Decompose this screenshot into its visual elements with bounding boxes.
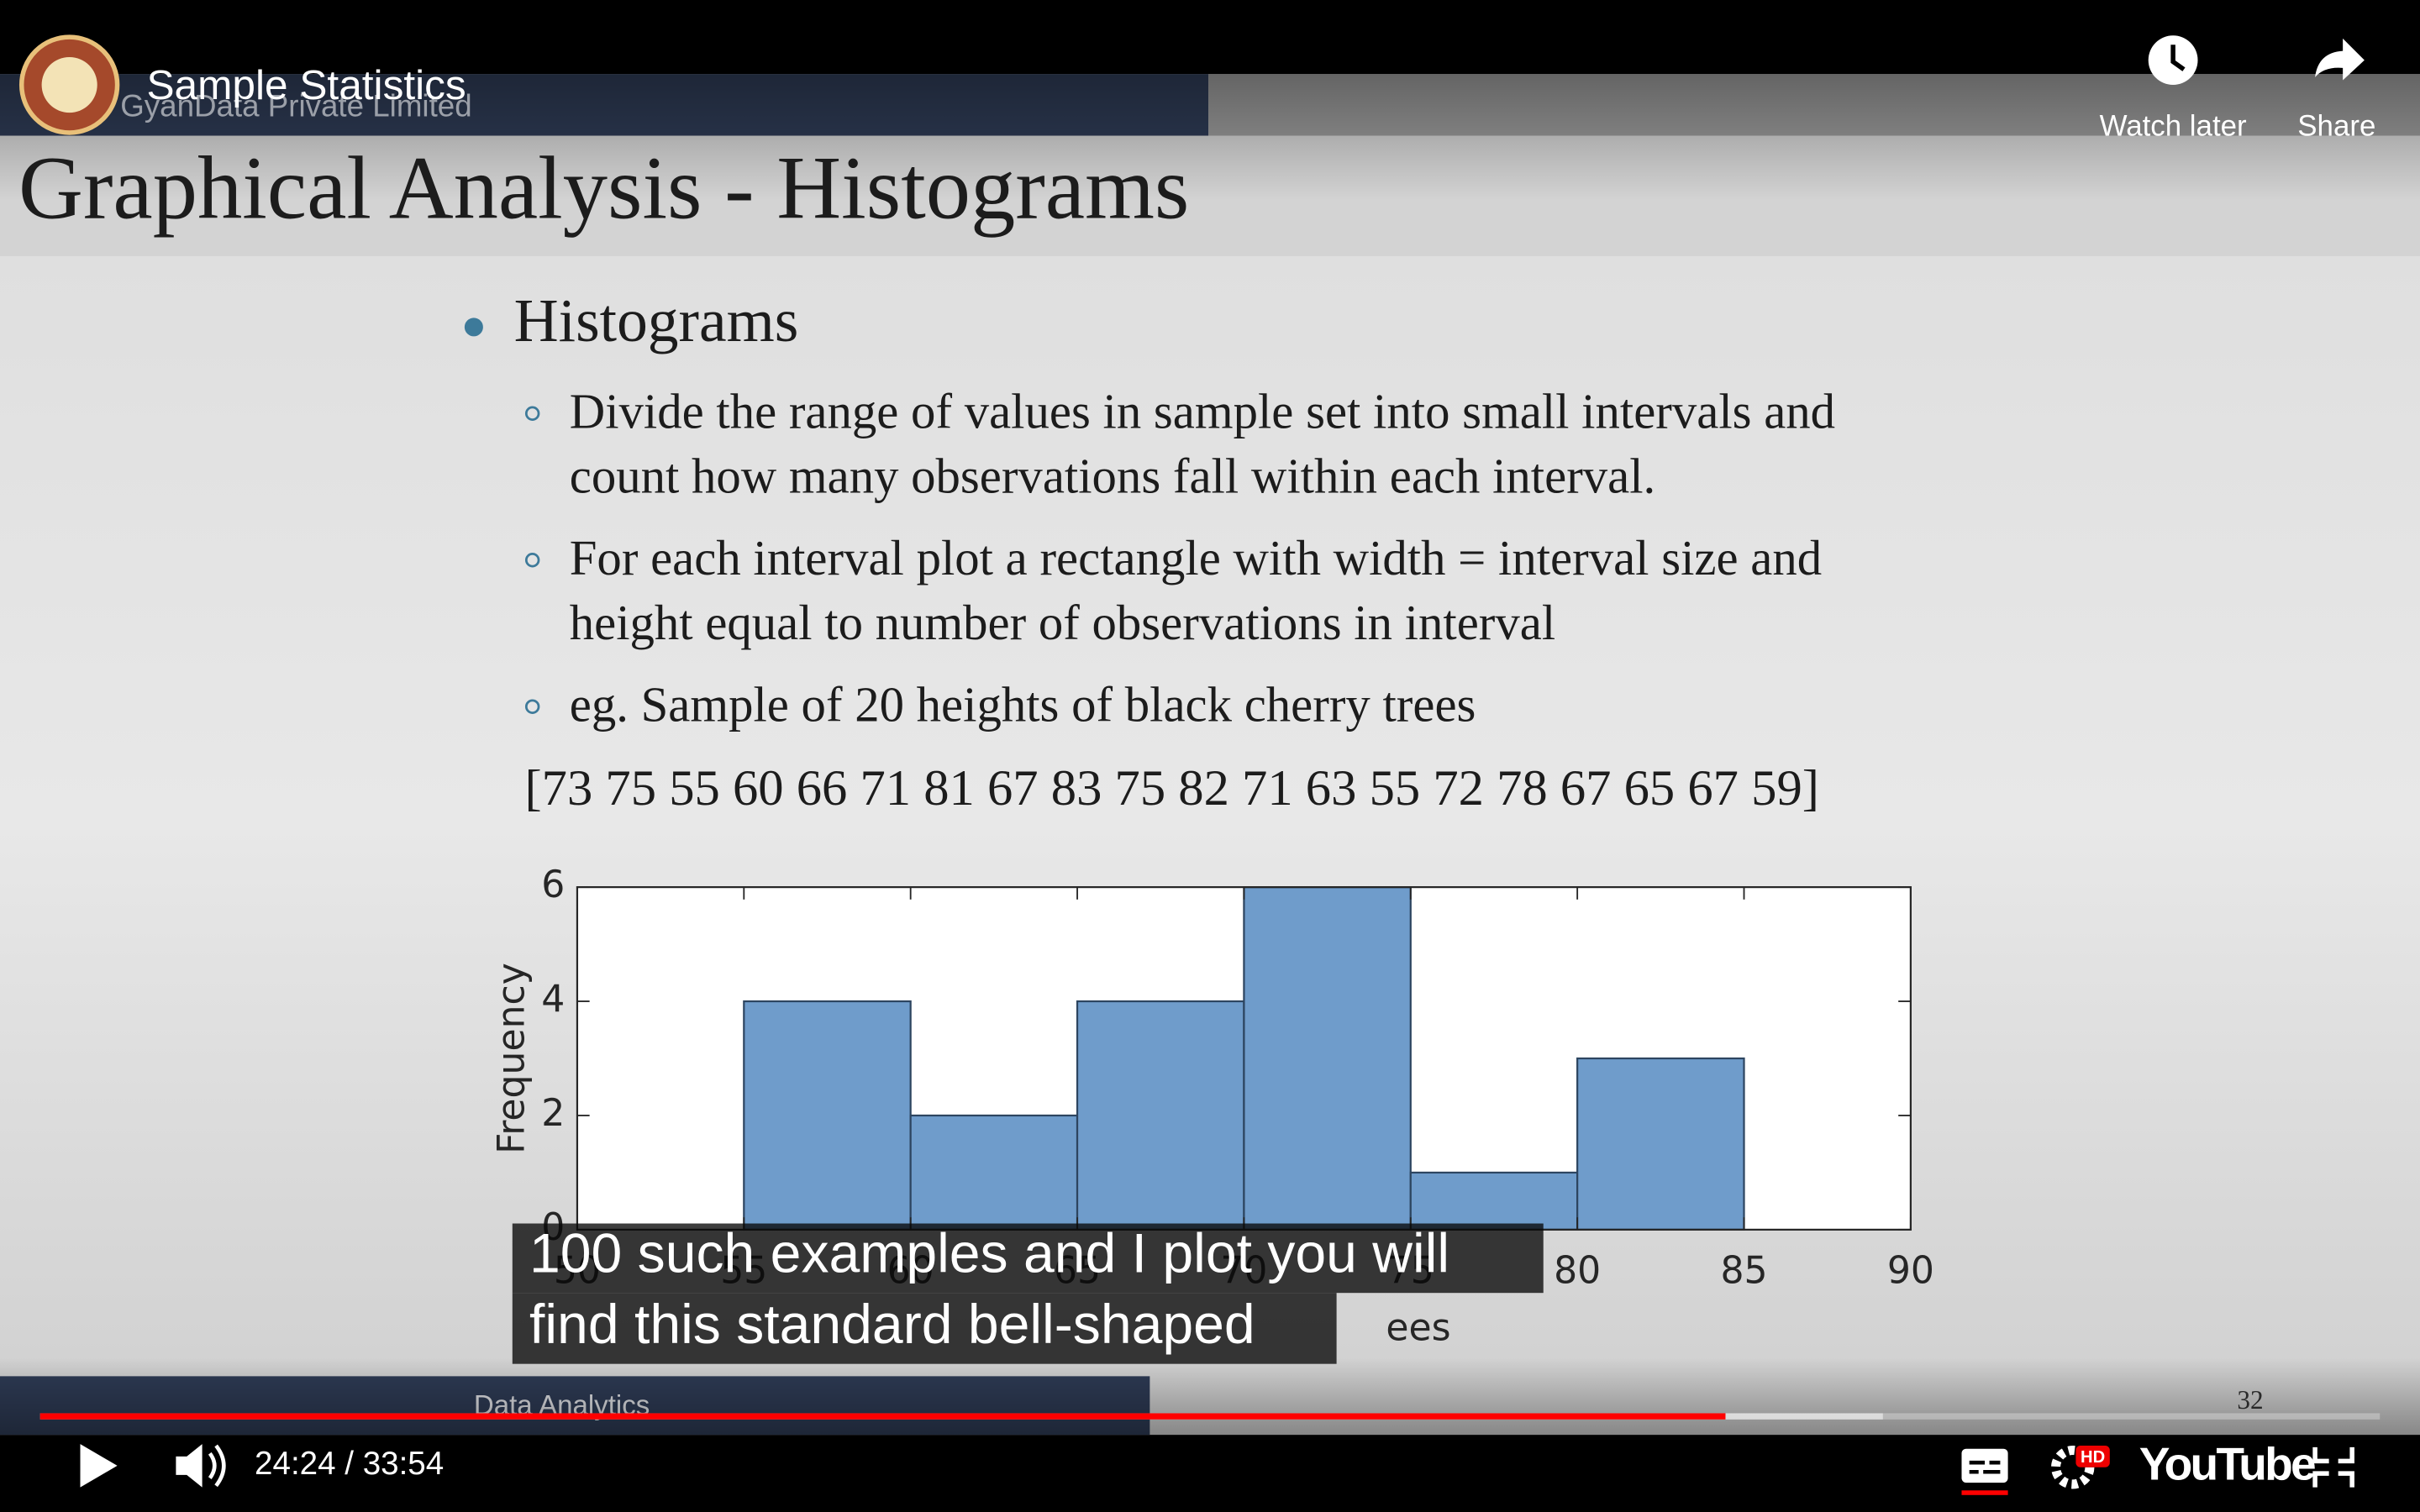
sub-bullet-marker — [524, 699, 540, 714]
sub-bullets: Divide the range of values in sample set… — [524, 384, 1835, 732]
x-tick-label: 85 — [1720, 1249, 1767, 1292]
slide-title: Graphical Analysis - Histograms — [18, 139, 1189, 239]
histogram-bar — [909, 1114, 1079, 1231]
video-title[interactable]: Sample Statistics — [146, 61, 466, 108]
y-tick-label: 2 — [541, 1092, 565, 1135]
sub-bullet-line: height equal to number of observations i… — [570, 596, 1555, 650]
x-axis-label: ees — [1386, 1306, 1450, 1349]
caption-line: 100 such examples and I plot you will — [529, 1222, 1449, 1284]
play-button[interactable] — [80, 1444, 118, 1488]
data-list: [73 75 55 60 66 71 81 67 83 75 82 71 63 … — [524, 760, 1818, 816]
channel-logo-inner — [41, 56, 97, 113]
subtitles-active — [1961, 1490, 2008, 1495]
subtitles-glyph — [1969, 1460, 2001, 1474]
histogram-bar — [1576, 1057, 1745, 1231]
histogram-bar — [1076, 1000, 1245, 1231]
time-display: 24:24 / 33:54 — [255, 1446, 444, 1482]
youtube-logo[interactable]: YouTube — [2139, 1437, 2317, 1489]
x-tick-label: 90 — [1887, 1249, 1934, 1292]
x-tick-label: 80 — [1554, 1249, 1601, 1292]
bullet-dot — [464, 318, 483, 337]
subtitles-button[interactable] — [1961, 1448, 2008, 1483]
y-tick-label: 6 — [541, 864, 565, 906]
sub-bullet-marker — [524, 553, 540, 568]
progress-played — [39, 1413, 1726, 1420]
exit-fullscreen-button[interactable] — [2312, 1446, 2354, 1488]
clock-hands — [2170, 45, 2186, 71]
watch-later-label[interactable]: Watch later — [2100, 110, 2247, 143]
sub-bullet-line: eg. Sample of 20 heights of black cherry… — [570, 677, 1476, 732]
y-axis-label: Frequency — [491, 963, 534, 1154]
hd-badge-label: HD — [2081, 1448, 2105, 1467]
volume-waves — [208, 1444, 226, 1488]
volume-button[interactable] — [176, 1444, 203, 1488]
share-label[interactable]: Share — [2297, 110, 2375, 143]
histogram-bar — [1243, 886, 1412, 1231]
caption-box — [512, 1223, 1544, 1294]
caption-line: find this standard bell-shaped — [529, 1294, 1255, 1356]
sub-bullet-line: Divide the range of values in sample set… — [570, 384, 1835, 438]
histogram-bar — [743, 1000, 912, 1231]
y-tick-label: 4 — [541, 978, 565, 1021]
hd-badge — [2075, 1446, 2110, 1467]
sub-bullet-line: count how many observations fall within … — [570, 449, 1656, 504]
top-fade — [0, 0, 2420, 201]
histogram-bar — [1409, 1171, 1579, 1231]
watermark: GyanData Private Limited — [120, 88, 471, 123]
histogram: 5055606570758085900246Frequencyees — [491, 864, 1934, 1349]
bullet: Histograms — [514, 286, 799, 354]
bottom-fade — [0, 1357, 2420, 1512]
sub-bullet-marker — [524, 406, 540, 421]
share-icon[interactable] — [2315, 38, 2365, 81]
sub-bullet-line: For each interval plot a rectangle with … — [570, 531, 1822, 585]
caption-box — [512, 1293, 1337, 1364]
